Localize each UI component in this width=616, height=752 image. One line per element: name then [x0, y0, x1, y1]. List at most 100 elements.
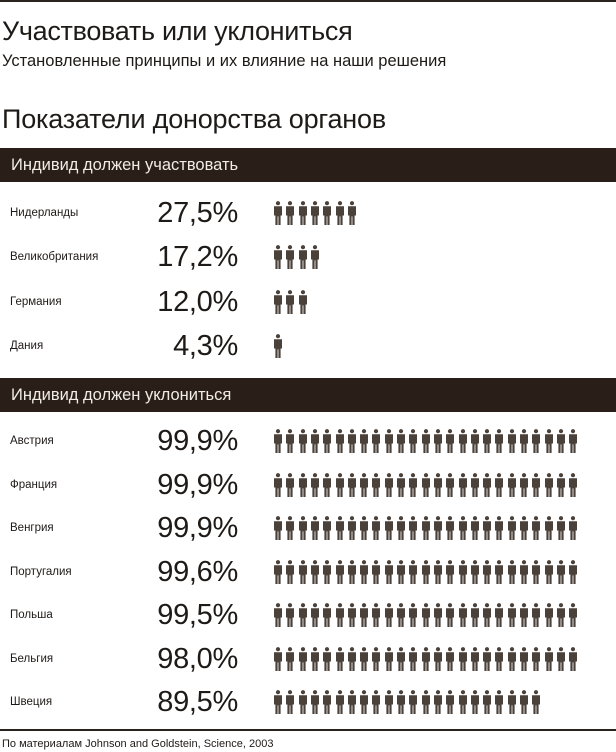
chart-row: Дания 4,3% — [0, 326, 616, 366]
source-note: По материалам Johnson and Goldstein, Sci… — [2, 738, 274, 750]
person-icon — [335, 516, 345, 540]
page-title: Участвовать или уклониться — [2, 16, 353, 46]
person-icon — [568, 516, 578, 540]
person-icon — [322, 646, 332, 671]
person-icon — [359, 559, 369, 584]
person-icon — [494, 559, 504, 584]
person-icon — [421, 690, 431, 714]
person-icon — [285, 690, 295, 714]
chart-row: Бельгия 98,0% — [0, 639, 616, 679]
category-label: Австрия — [10, 435, 54, 447]
person-icon — [445, 472, 455, 497]
person-icon — [482, 559, 492, 584]
person-icon — [470, 559, 480, 584]
person-icon — [470, 516, 480, 540]
person-icon — [433, 646, 443, 671]
person-icon — [273, 289, 283, 314]
person-icon — [568, 646, 578, 671]
person-icon — [494, 646, 504, 671]
person-icon — [458, 429, 468, 453]
person-icon — [273, 333, 283, 358]
person-icon — [298, 201, 308, 225]
person-icon — [445, 559, 455, 584]
person-icon — [273, 516, 283, 540]
person-icon — [371, 603, 381, 627]
person-icon — [544, 516, 554, 540]
person-icon — [384, 646, 394, 671]
person-icon — [470, 472, 480, 497]
person-icon — [470, 690, 480, 714]
data-label: 17,2% — [157, 241, 238, 274]
person-icon — [519, 603, 529, 627]
person-icon — [421, 603, 431, 627]
person-icon — [298, 690, 308, 714]
person-icon — [310, 201, 320, 225]
person-icon — [544, 646, 554, 671]
person-icon — [544, 559, 554, 584]
person-icon — [396, 472, 406, 497]
person-icon — [347, 603, 357, 627]
person-icon — [359, 516, 369, 540]
person-icon — [396, 646, 406, 671]
top-rule — [0, 0, 616, 2]
person-icon — [507, 646, 517, 671]
person-icon — [359, 429, 369, 453]
person-icon — [556, 429, 566, 453]
person-icon — [298, 603, 308, 627]
person-icon — [285, 646, 295, 671]
person-icon — [285, 289, 295, 314]
person-icon — [494, 603, 504, 627]
person-icon — [335, 690, 345, 714]
person-icon — [396, 516, 406, 540]
person-icon — [335, 603, 345, 627]
person-icon — [310, 516, 320, 540]
person-icon — [322, 472, 332, 497]
person-icon — [445, 429, 455, 453]
person-icon — [568, 559, 578, 584]
person-icon — [408, 646, 418, 671]
person-icon — [359, 603, 369, 627]
person-icon — [482, 472, 492, 497]
person-icon — [421, 472, 431, 497]
person-icon — [335, 472, 345, 497]
category-label: Швеция — [10, 696, 53, 708]
person-icon — [445, 603, 455, 627]
person-icon — [507, 690, 517, 714]
person-icon — [531, 690, 541, 714]
chart-row: Австрия 99,9% — [0, 421, 616, 461]
person-icon — [298, 559, 308, 584]
data-label: 99,9% — [157, 512, 238, 544]
person-icon — [544, 603, 554, 627]
group-header: Индивид должен участвовать — [0, 148, 616, 182]
data-label: 12,0% — [157, 285, 238, 318]
person-icon — [507, 559, 517, 584]
category-label: Франция — [10, 478, 58, 491]
person-icon — [322, 603, 332, 627]
chart-row: Великобритания 17,2% — [0, 237, 616, 277]
data-label: 98,0% — [157, 642, 238, 675]
person-icon — [396, 603, 406, 627]
person-icon — [347, 429, 357, 453]
person-icon — [470, 646, 480, 671]
person-icon — [556, 603, 566, 627]
person-icon — [310, 559, 320, 584]
person-icon — [458, 646, 468, 671]
person-icon — [408, 472, 418, 497]
person-icon — [470, 603, 480, 627]
person-icon — [298, 472, 308, 497]
person-icon — [347, 690, 357, 714]
person-icon — [335, 429, 345, 453]
person-icon — [371, 516, 381, 540]
person-icon — [371, 472, 381, 497]
person-icon — [433, 429, 443, 453]
person-icon — [433, 516, 443, 540]
person-icon — [396, 690, 406, 714]
person-icon — [273, 603, 283, 627]
chart-row: Нидерланды 27,5% — [0, 193, 616, 233]
person-icon — [310, 472, 320, 497]
person-icon — [556, 559, 566, 584]
person-icon — [371, 429, 381, 453]
category-label: Нидерланды — [10, 207, 79, 219]
person-icon — [531, 472, 541, 497]
person-icon — [371, 690, 381, 714]
